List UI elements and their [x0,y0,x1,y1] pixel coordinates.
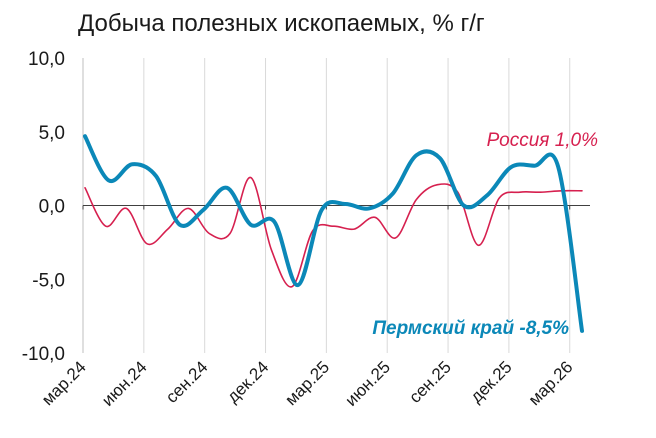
x-axis-ticks: мар.24 июн.24 сен.24 дек.24 мар.25 июн.25 сен.… [38,357,577,410]
x-tick-label: дек.24 [223,357,272,406]
axes [82,58,590,353]
x-tick-label: сен.24 [162,357,211,406]
x-tick-label: сен.25 [405,357,454,406]
x-tick-label: мар.26 [525,357,577,409]
y-tick-label: -10,0 [22,344,65,365]
y-axis-ticks: 10,0 5,0 0,0 -5,0 -10,0 [22,49,65,365]
x-tick-label: мар.25 [281,357,333,409]
y-tick-label: -5,0 [32,270,65,291]
y-tick-label: 0,0 [39,197,65,218]
y-tick-label: 10,0 [28,49,65,70]
series-label-russia: Россия 1,0% [487,130,598,151]
series-lines [83,134,584,333]
y-tick-label: 5,0 [39,123,65,144]
x-tick-label: июн.25 [342,357,395,410]
chart-title: Добыча полезных ископаемых, % г/г [78,10,485,37]
series-line-russia [84,176,583,288]
x-tick-label: дек.25 [467,357,516,406]
x-tick-label: мар.24 [38,357,90,409]
series-label-perm: Пермский край -8,5% [372,318,569,339]
series-line-perm [83,134,584,333]
x-tick-label: июн.24 [98,357,151,410]
